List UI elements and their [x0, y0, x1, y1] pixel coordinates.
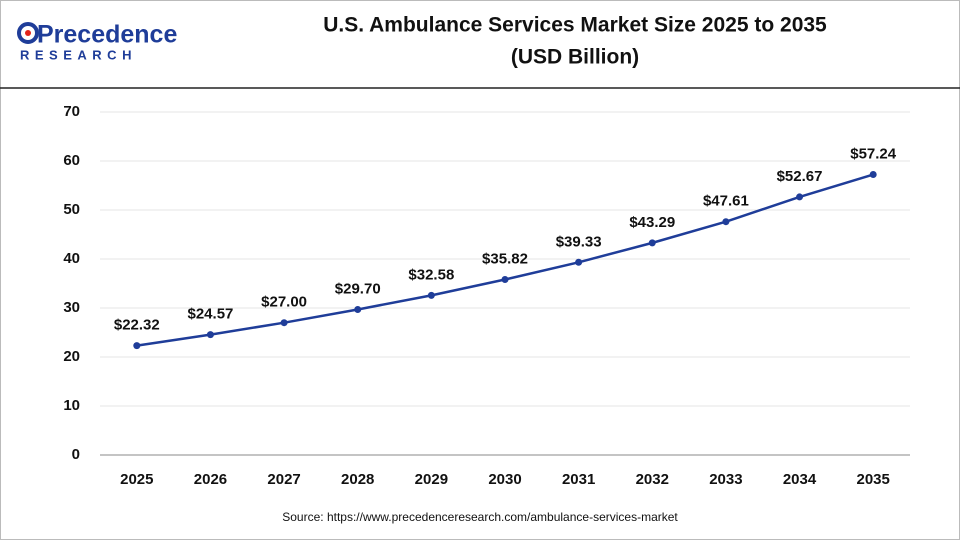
x-tick-label: 2027 [267, 471, 300, 488]
logo-dot [25, 30, 31, 36]
value-label: $52.67 [777, 168, 823, 185]
value-label: $29.70 [335, 280, 381, 297]
logo-tagline: RESEARCH [20, 47, 137, 62]
y-tick-label: 10 [63, 397, 80, 414]
point [575, 258, 583, 266]
value-label: $39.33 [556, 233, 602, 250]
x-tick-label: 2026 [194, 471, 227, 488]
value-label: $32.58 [408, 266, 454, 283]
value-label: $47.61 [703, 193, 749, 210]
point [427, 291, 435, 299]
logo-mark [17, 22, 39, 44]
x-tick-label: 2032 [636, 471, 669, 488]
y-tick-label: 50 [63, 201, 80, 218]
y-tick-label: 70 [63, 103, 80, 120]
point [280, 319, 288, 327]
x-tick-label: 2033 [709, 471, 742, 488]
point [501, 275, 509, 283]
source: Source: https://www.precedenceresearch.c… [282, 510, 678, 524]
value-label: $43.29 [629, 214, 675, 231]
x-tick-label: 2030 [488, 471, 521, 488]
x-tick-label: 2031 [562, 471, 595, 488]
value-label: $24.57 [188, 306, 234, 323]
y-tick-label: 20 [63, 348, 80, 365]
y-tick-label: 60 [63, 152, 80, 169]
point [796, 193, 804, 201]
y-tick-label: 30 [63, 299, 80, 316]
point [722, 218, 730, 226]
x-tick-label: 2034 [783, 471, 817, 488]
x-tick-label: 2029 [415, 471, 448, 488]
logo-name: Precedence [37, 21, 177, 49]
point [133, 342, 141, 350]
value-label: $22.32 [114, 317, 160, 334]
y-tick-label: 40 [63, 250, 80, 267]
point [648, 239, 656, 247]
value-label: $35.82 [482, 250, 528, 267]
x-tick-label: 2035 [856, 471, 889, 488]
point [206, 331, 214, 339]
value-label: $27.00 [261, 294, 307, 311]
value-label: $57.24 [850, 145, 897, 162]
chart-title: U.S. Ambulance Services Market Size 2025… [323, 14, 827, 37]
point [869, 171, 877, 179]
x-tick-label: 2028 [341, 471, 374, 488]
y-tick-label: 0 [72, 446, 80, 463]
point [354, 305, 362, 313]
chart-subtitle: (USD Billion) [511, 46, 639, 69]
x-tick-label: 2025 [120, 471, 153, 488]
